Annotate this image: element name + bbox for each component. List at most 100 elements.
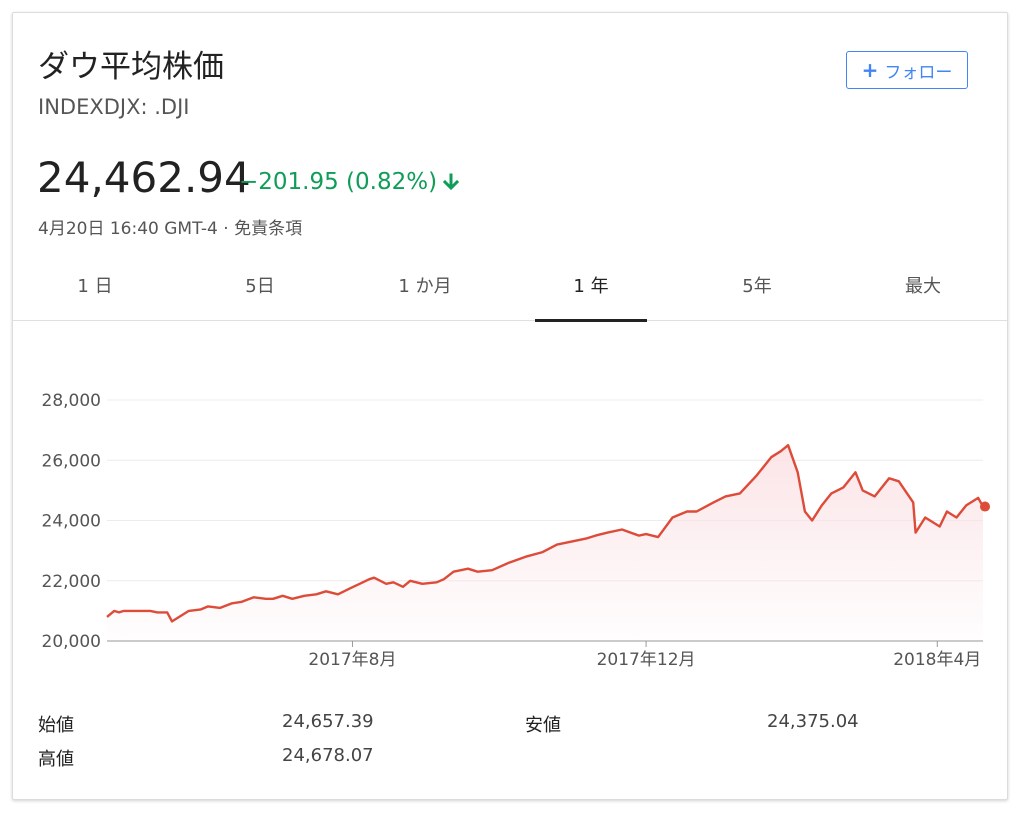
stat-high-label: 高値 bbox=[38, 749, 74, 770]
tab-1-month[interactable]: 1 か月 bbox=[398, 276, 452, 297]
data-point[interactable] bbox=[755, 473, 759, 477]
data-point[interactable] bbox=[490, 568, 494, 572]
series-area-fill bbox=[107, 445, 983, 641]
data-point[interactable] bbox=[281, 594, 285, 598]
stat-open-label: 始値 bbox=[38, 715, 74, 736]
data-point[interactable] bbox=[723, 494, 727, 498]
data-point[interactable] bbox=[290, 597, 294, 601]
data-point[interactable] bbox=[810, 519, 814, 523]
data-point[interactable] bbox=[131, 609, 135, 613]
data-point[interactable] bbox=[620, 528, 624, 532]
data-point[interactable] bbox=[336, 592, 340, 596]
data-point[interactable] bbox=[955, 515, 959, 519]
tab-5-years[interactable]: 5年 bbox=[742, 276, 772, 297]
data-point[interactable] bbox=[442, 577, 446, 581]
data-point[interactable] bbox=[466, 567, 470, 571]
data-point[interactable] bbox=[685, 509, 689, 513]
data-point[interactable] bbox=[887, 476, 891, 480]
data-point[interactable] bbox=[156, 610, 160, 614]
data-point[interactable] bbox=[367, 577, 371, 581]
data-point[interactable] bbox=[148, 609, 152, 613]
data-point[interactable] bbox=[873, 494, 877, 498]
data-point[interactable] bbox=[976, 496, 980, 500]
data-point[interactable] bbox=[964, 503, 968, 507]
data-point[interactable] bbox=[569, 540, 573, 544]
data-point[interactable] bbox=[786, 443, 790, 447]
data-point[interactable] bbox=[584, 537, 588, 541]
data-point[interactable] bbox=[391, 580, 395, 584]
data-point[interactable] bbox=[314, 592, 318, 596]
price-chart[interactable]: 28,000 26,000 24,000 22,000 20,000 2017年8月 201… bbox=[13, 373, 1007, 683]
data-point[interactable] bbox=[923, 515, 927, 519]
data-point[interactable] bbox=[938, 525, 942, 529]
data-point[interactable] bbox=[180, 613, 184, 617]
data-point[interactable] bbox=[139, 609, 143, 613]
data-point[interactable] bbox=[853, 470, 857, 474]
data-point[interactable] bbox=[803, 509, 807, 513]
data-point[interactable] bbox=[861, 488, 865, 492]
data-point[interactable] bbox=[945, 509, 949, 513]
data-point[interactable] bbox=[105, 615, 109, 619]
data-point[interactable] bbox=[117, 610, 121, 614]
data-point[interactable] bbox=[911, 500, 915, 504]
data-point[interactable] bbox=[524, 555, 528, 559]
data-point[interactable] bbox=[606, 531, 610, 535]
data-point[interactable] bbox=[594, 534, 598, 538]
data-point[interactable] bbox=[476, 570, 480, 574]
data-point[interactable] bbox=[507, 561, 511, 565]
range-tabs: 1 日 5日 1 か月 1 年 5年 最大 bbox=[13, 265, 1007, 322]
tab-1-year[interactable]: 1 年 bbox=[533, 265, 649, 322]
data-point[interactable] bbox=[324, 589, 328, 593]
data-point[interactable] bbox=[656, 535, 660, 539]
data-point[interactable] bbox=[230, 601, 234, 605]
data-point[interactable] bbox=[302, 594, 306, 598]
data-point[interactable] bbox=[122, 609, 126, 613]
data-point[interactable] bbox=[199, 607, 203, 611]
data-point[interactable] bbox=[829, 491, 833, 495]
tab-5-days[interactable]: 5日 bbox=[245, 276, 275, 297]
data-point[interactable] bbox=[187, 609, 191, 613]
data-point[interactable] bbox=[711, 500, 715, 504]
data-point[interactable] bbox=[401, 585, 405, 589]
data-point[interactable] bbox=[769, 455, 773, 459]
data-point[interactable] bbox=[555, 543, 559, 547]
data-point[interactable] bbox=[252, 595, 256, 599]
data-point[interactable] bbox=[218, 606, 222, 610]
data-point[interactable] bbox=[112, 609, 116, 613]
data-point[interactable] bbox=[165, 610, 169, 614]
data-point[interactable] bbox=[671, 515, 675, 519]
data-point[interactable] bbox=[452, 570, 456, 574]
price-change: −201.95 (0.82%) bbox=[239, 169, 460, 195]
data-point[interactable] bbox=[206, 604, 210, 608]
data-point[interactable] bbox=[914, 531, 918, 535]
data-point[interactable] bbox=[384, 582, 388, 586]
data-point[interactable] bbox=[420, 582, 424, 586]
data-point[interactable] bbox=[644, 532, 648, 536]
ticker-symbol: INDEXDJX: .DJI bbox=[38, 95, 190, 119]
data-point[interactable] bbox=[358, 582, 362, 586]
series-line bbox=[106, 444, 985, 623]
tab-1-day[interactable]: 1 日 bbox=[77, 276, 113, 297]
data-point[interactable] bbox=[897, 479, 901, 483]
data-point[interactable] bbox=[240, 600, 244, 604]
data-point[interactable] bbox=[541, 550, 545, 554]
data-point[interactable] bbox=[779, 449, 783, 453]
stock-card: ダウ平均株価 INDEXDJX: .DJI + フォロー 24,462.94 −… bbox=[12, 12, 1008, 800]
data-point[interactable] bbox=[738, 491, 742, 495]
data-point[interactable] bbox=[820, 503, 824, 507]
data-point[interactable] bbox=[348, 586, 352, 590]
data-point[interactable] bbox=[264, 597, 268, 601]
data-point[interactable] bbox=[695, 509, 699, 513]
data-point[interactable] bbox=[271, 597, 275, 601]
data-point[interactable] bbox=[408, 579, 412, 583]
data-point[interactable] bbox=[841, 485, 845, 489]
tab-max[interactable]: 最大 bbox=[905, 276, 941, 297]
stat-low-value: 24,375.04 bbox=[767, 711, 859, 732]
timestamp-disclaimer[interactable]: 4月20日 16:40 GMT-4 · 免責条項 bbox=[38, 219, 303, 239]
data-point[interactable] bbox=[435, 580, 439, 584]
data-point[interactable] bbox=[637, 534, 641, 538]
follow-button[interactable]: + フォロー bbox=[846, 51, 968, 89]
data-point[interactable] bbox=[372, 576, 376, 580]
data-point[interactable] bbox=[796, 470, 800, 474]
data-point[interactable] bbox=[170, 619, 174, 623]
